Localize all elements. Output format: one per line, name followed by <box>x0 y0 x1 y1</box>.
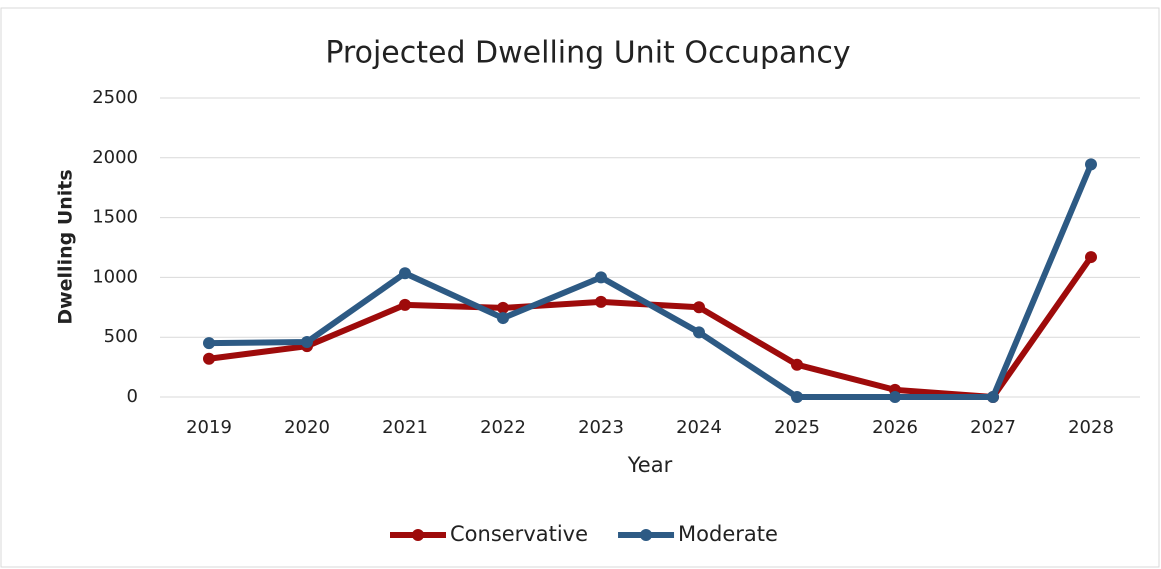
x-tick-label: 2024 <box>676 417 722 438</box>
data-point <box>791 358 803 371</box>
data-point <box>203 337 215 350</box>
data-point <box>301 335 313 348</box>
x-tick-label: 2027 <box>970 417 1016 438</box>
x-tick-label: 2022 <box>480 417 526 438</box>
legend-label: Conservative <box>450 522 588 546</box>
y-tick-label: 1000 <box>92 266 138 287</box>
data-point <box>399 298 411 311</box>
x-tick-label: 2028 <box>1068 417 1114 438</box>
y-tick-label: 1500 <box>92 207 138 228</box>
data-point <box>693 301 705 314</box>
legend-marker <box>640 529 653 541</box>
data-point <box>1085 158 1097 171</box>
y-tick-label: 2000 <box>92 147 138 168</box>
data-point <box>889 391 901 403</box>
x-tick-label: 2021 <box>382 417 428 438</box>
x-tick-label: 2019 <box>186 417 232 438</box>
data-point <box>399 267 411 280</box>
x-tick-label: 2025 <box>774 417 820 438</box>
data-point <box>497 312 509 325</box>
y-tick-label: 500 <box>104 326 138 347</box>
data-point <box>595 295 607 308</box>
chart-title: Projected Dwelling Unit Occupancy <box>325 36 850 71</box>
data-point <box>987 391 999 403</box>
data-point <box>497 301 509 314</box>
data-point <box>203 352 215 365</box>
x-tick-label: 2026 <box>872 417 918 438</box>
legend-label: Moderate <box>678 522 778 546</box>
y-tick-label: 0 <box>127 386 138 407</box>
y-tick-label: 2500 <box>92 87 138 108</box>
legend-marker <box>412 529 424 541</box>
x-axis-label: Year <box>627 453 673 477</box>
data-point <box>693 326 705 339</box>
x-tick-label: 2020 <box>284 417 330 438</box>
data-point <box>1085 251 1097 264</box>
series-line <box>208 163 1094 400</box>
data-point <box>595 271 607 284</box>
y-axis-label: Dwelling Units <box>55 169 77 324</box>
data-point <box>791 391 803 403</box>
x-tick-label: 2023 <box>578 417 624 438</box>
